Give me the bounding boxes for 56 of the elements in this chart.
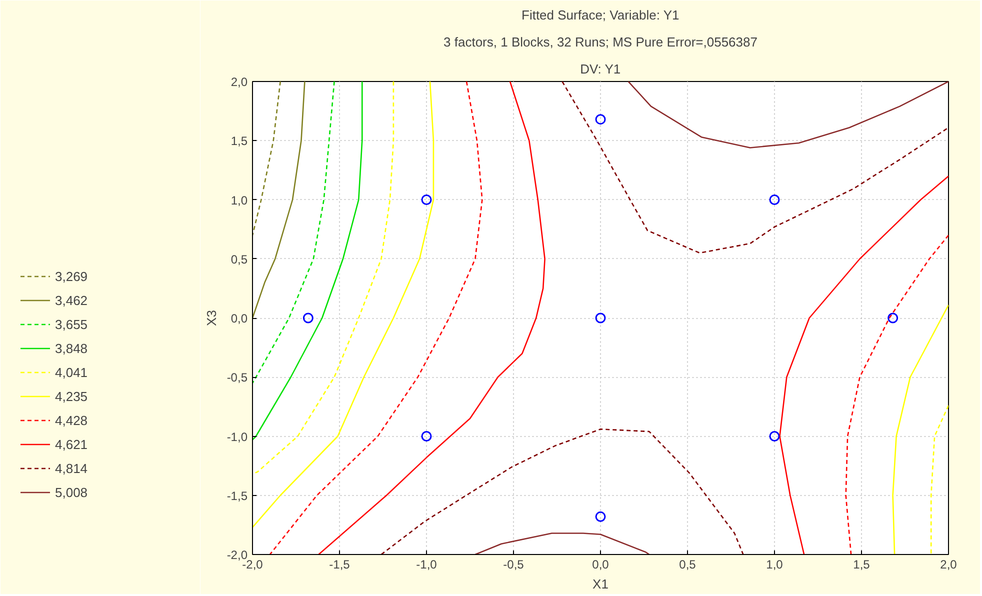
line-series (562, 82, 948, 254)
y-tick-label: 0,0 (230, 312, 248, 326)
line-series (252, 82, 363, 440)
y-tick-label: 1,0 (230, 193, 248, 208)
line-series (252, 82, 394, 475)
x-tick-label: -0,5 (503, 558, 524, 572)
y-tick-label: 1,5 (230, 134, 248, 148)
legend-label: 4,428 (55, 412, 88, 428)
y-axis-title: X3 (204, 310, 219, 326)
y-tick-label: 2,0 (230, 75, 248, 89)
line-series (252, 82, 335, 384)
legend-label: 4,814 (55, 460, 88, 476)
line-series (779, 175, 948, 554)
line-series (269, 82, 483, 554)
legend-label: 3,655 (55, 316, 88, 332)
y-tick-label: -1,5 (226, 488, 248, 503)
x-tick-label: -1,5 (329, 558, 350, 572)
line-series (252, 82, 281, 236)
legend-label: 4,041 (55, 364, 88, 380)
line-series (845, 234, 948, 554)
legend-label: 3,462 (55, 292, 88, 308)
point (421, 431, 432, 442)
line-series (474, 532, 650, 554)
y-tick-label: -1,0 (226, 430, 248, 444)
x-axis-title: X1 (592, 576, 608, 592)
legend-label: 3,269 (55, 268, 88, 284)
y-tick-label: -0,5 (226, 370, 248, 385)
point (769, 194, 780, 205)
point (595, 114, 606, 125)
chart-subtitle: 3 factors, 1 Blocks, 32 Runs; MS Pure Error=,0556387 (444, 34, 758, 50)
legend-label: 3,848 (55, 340, 88, 356)
point (595, 312, 606, 324)
x-tick-label: 1,5 (853, 558, 870, 572)
line-series (380, 428, 744, 554)
legend-label: 4,235 (55, 388, 88, 404)
y-tick-label: 0,5 (230, 252, 248, 266)
point (302, 312, 314, 324)
point (595, 511, 606, 522)
x-tick-label: 1,0 (766, 558, 784, 572)
line-series (252, 82, 434, 528)
point (888, 312, 898, 324)
x-tick-label: 0,0 (592, 558, 610, 572)
text: DV: Y1 (580, 62, 621, 76)
legend-label: 5,008 (55, 484, 88, 500)
line-series (892, 304, 948, 554)
line-series (252, 82, 306, 319)
line-series (628, 82, 948, 148)
chart-title: Fitted Surface; Variable: Y1 (521, 8, 680, 22)
point (421, 194, 432, 205)
x-tick-label: 2,0 (940, 558, 958, 572)
legend-label: 4,621 (55, 436, 88, 452)
line-series (930, 404, 948, 554)
x-tick-label: 0,5 (679, 558, 696, 572)
line-series (318, 82, 546, 554)
x-tick-label: -1,0 (416, 558, 438, 572)
point (769, 431, 780, 442)
